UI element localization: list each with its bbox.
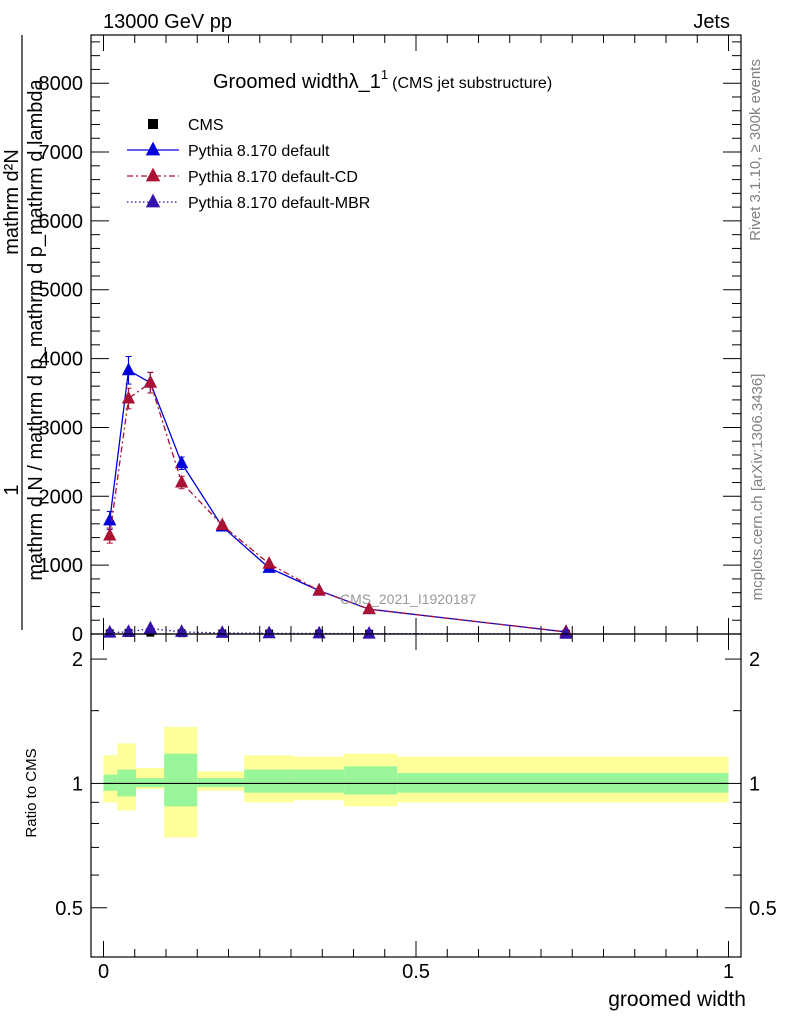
data-point	[103, 512, 117, 526]
ratio-y-tick-label: 1	[72, 773, 83, 795]
y-tick-label: 0	[72, 624, 83, 646]
legend-marker	[148, 119, 158, 129]
ratio-band-inner-8	[397, 772, 729, 793]
legend-label: CMS	[188, 117, 224, 134]
data-point	[121, 390, 136, 404]
data-point	[362, 601, 376, 615]
y-tick-label: 6000	[39, 211, 84, 233]
chart-title: Groomed widthλ_11 (CMS jet substructure)	[213, 67, 552, 93]
legend: CMS Pythia 8.170 default Pythia 8.170 defa…	[127, 117, 370, 212]
data-point	[215, 625, 229, 638]
legend-label: Pythia 8.170 default	[188, 143, 330, 160]
data-point	[143, 620, 157, 634]
ratio-band-inner-5	[244, 769, 295, 793]
ratio-y-tick-label: 2	[72, 649, 83, 671]
data-point	[262, 556, 276, 569]
legend-marker	[145, 193, 161, 208]
data-point	[312, 582, 326, 596]
legend-label: Pythia 8.170 default-CD	[188, 169, 358, 186]
legend-marker	[145, 141, 161, 156]
y-tick-label: 4000	[39, 349, 84, 371]
ratio-band-inner-3	[164, 753, 198, 807]
ylabel-numerator: mathrm d²N	[1, 149, 23, 255]
ylabel-denominator: mathrm d N / mathrm d p_mathrm d p_mathr…	[25, 78, 47, 580]
ratio-panel: 0 0.5 1 0.5 0.5 1 1 2 2	[55, 633, 777, 983]
ratio-band-inner-0	[103, 774, 118, 791]
source-url-label: mcplots.cern.ch [arXiv:1306.3436]	[749, 374, 766, 601]
main-ylabel: 1 mathrm d²N mathrm d N / mathrm d p_mat…	[1, 35, 47, 630]
main-panel: 0 1000 2000 3000 4000 5000 6000 7000 8000	[39, 34, 742, 646]
y-tick-label: 2000	[39, 486, 84, 508]
y-tick-label: 3000	[39, 417, 84, 439]
x-tick-label: 0.5	[402, 961, 430, 983]
header-category-label: Jets	[693, 11, 730, 33]
ratio-band-inner-4	[197, 778, 245, 788]
data-point	[559, 626, 573, 639]
y-tick-label: 5000	[39, 280, 84, 302]
legend-marker	[145, 167, 161, 182]
ratio-band-inner-2	[136, 778, 165, 788]
xlabel: groomed width	[608, 988, 746, 1011]
data-point	[175, 455, 189, 469]
series-1	[103, 356, 573, 637]
ratio-band-inner-6	[294, 769, 345, 793]
ratio-y-tick-label-right: 0.5	[749, 898, 777, 920]
chart-title-sup: 1	[381, 67, 388, 82]
ratio-band-inner-7	[344, 766, 398, 795]
data-point	[215, 517, 229, 531]
legend-label: Pythia 8.170 default-MBR	[188, 195, 370, 212]
x-tick-label: 0	[98, 961, 109, 983]
data-point	[143, 374, 157, 388]
series-line	[109, 369, 567, 633]
data-point	[362, 625, 376, 639]
ratio-ylabel: Ratio to CMS	[23, 748, 40, 837]
data-point	[312, 625, 326, 639]
data-point	[103, 624, 117, 638]
data-point	[262, 625, 276, 639]
analysis-watermark: CMS_2021_I1920187	[340, 591, 476, 607]
x-tick-label: 1	[723, 961, 734, 983]
ratio-y-tick-label: 0.5	[55, 898, 83, 920]
y-tick-label: 1000	[39, 555, 84, 577]
series-2	[103, 371, 573, 637]
data-point	[121, 362, 136, 376]
data-point	[121, 624, 136, 637]
data-point	[103, 527, 117, 541]
rivet-version-label: Rivet 3.1.10, ≥ 300k events	[747, 59, 764, 241]
chart-title-main: Groomed widthλ_1	[213, 71, 381, 93]
series-line	[109, 381, 567, 633]
header-energy-label: 13000 GeV pp	[103, 11, 232, 33]
ratio-y-tick-label-right: 1	[749, 773, 760, 795]
ylabel-one: 1	[1, 484, 23, 495]
chart-title-sub: (CMS jet substructure)	[392, 75, 552, 92]
y-tick-label: 8000	[39, 73, 84, 95]
series-3	[103, 620, 573, 639]
ratio-y-tick-label-right: 2	[749, 649, 760, 671]
data-point	[175, 624, 189, 637]
y-tick-label: 7000	[39, 142, 84, 164]
data-point	[175, 474, 189, 488]
